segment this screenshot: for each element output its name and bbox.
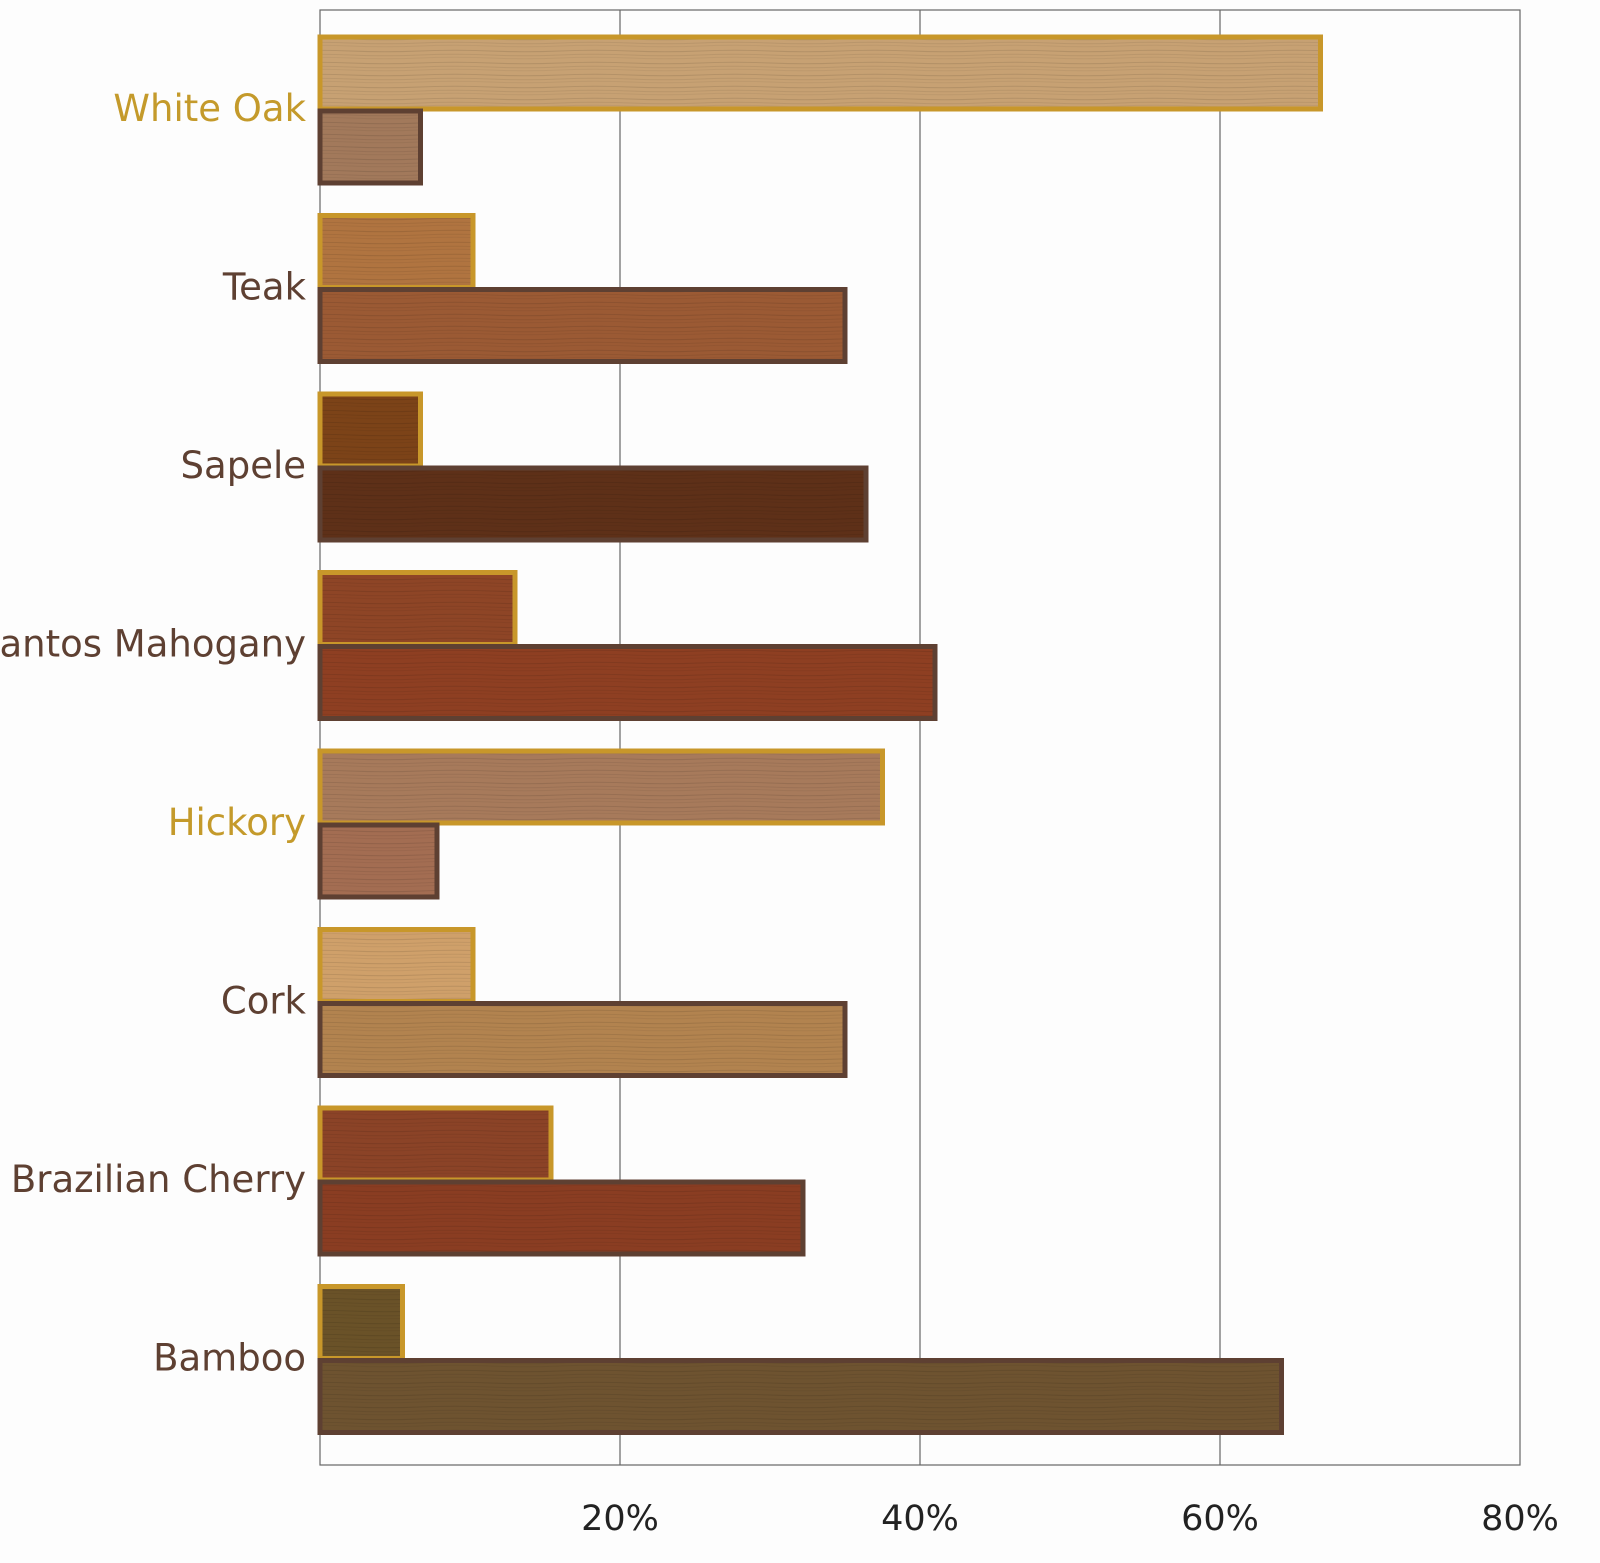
x-tick-label-20: 20%: [581, 1499, 659, 1539]
bar-santos-mahogany-series-2: [317, 644, 938, 721]
bar-santos-mahogany-series-1: [317, 570, 518, 647]
bar-teak-series-1: [317, 213, 476, 290]
bar-brazilian-cherry-series-1: [317, 1105, 554, 1183]
bar-brazilian-cherry-series-2: [317, 1179, 806, 1257]
bar-white-oak-series-2: [317, 108, 423, 186]
category-label-bamboo: Bamboo: [153, 1337, 306, 1380]
bar-cork-series-1: [317, 927, 476, 1004]
bar-teak-series-2: [317, 287, 848, 364]
category-label-sapele: Sapele: [181, 444, 306, 487]
category-label-brazilian-cherry: Brazilian Cherry: [11, 1158, 306, 1201]
category-label-cork: Cork: [221, 980, 307, 1023]
category-label-white-oak: White Oak: [113, 87, 306, 130]
x-tick-label-80: 80%: [1481, 1499, 1559, 1539]
bar-hickory-series-2: [317, 822, 440, 900]
bar-sapele-series-1: [317, 391, 423, 469]
x-tick-label-60: 60%: [1181, 1499, 1259, 1539]
category-label-teak: Teak: [222, 266, 307, 309]
bar-white-oak-series-1: [317, 34, 1323, 112]
bar-sapele-series-2: [317, 465, 869, 543]
category-label-santos-mahogany: Santos Mahogany: [0, 623, 306, 666]
bar-bamboo-series-1: [317, 1284, 405, 1361]
category-label-hickory: Hickory: [168, 801, 306, 844]
bar-cork-series-2: [317, 1001, 848, 1078]
bar-bamboo-series-2: [317, 1358, 1284, 1435]
bar-hickory-series-1: [317, 748, 885, 826]
x-tick-label-40: 40%: [881, 1499, 959, 1539]
